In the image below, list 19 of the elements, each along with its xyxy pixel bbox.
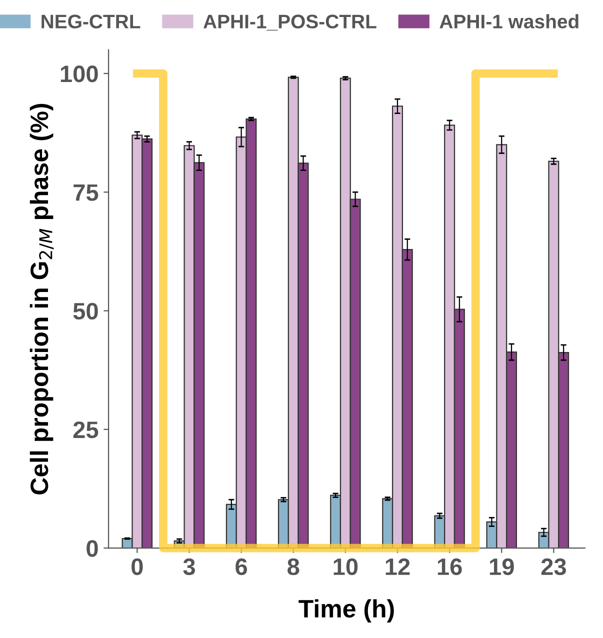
y-tick-label: 75 [74, 184, 98, 201]
y-tick-label: 0 [86, 540, 98, 557]
y-tick-label: 25 [73, 421, 98, 438]
x-tick-label: 6 [236, 558, 248, 576]
x-tick-label: 16 [438, 558, 462, 576]
x-axis-title: Time (h) [298, 599, 394, 623]
legend-label: NEG-CTRL [42, 14, 140, 28]
y-axis-title: Cell proportion in G$_{2/M}$ phase (%) [30, 104, 54, 494]
x-tick-label: 23 [541, 558, 566, 576]
legend-label: APHI-1_POS-CTRL [203, 14, 376, 31]
x-tick-label: 12 [386, 558, 410, 575]
x-tick-label: 0 [132, 558, 143, 576]
y-tick-label: 50 [73, 302, 98, 320]
x-tick-label: 10 [334, 558, 358, 576]
x-tick-label: 8 [288, 558, 300, 576]
x-tick-label: 3 [183, 558, 195, 576]
y-tick-label: 100 [60, 66, 98, 82]
legend-label: APHI-1 washed [440, 14, 578, 28]
x-tick-label: 19 [490, 558, 514, 576]
